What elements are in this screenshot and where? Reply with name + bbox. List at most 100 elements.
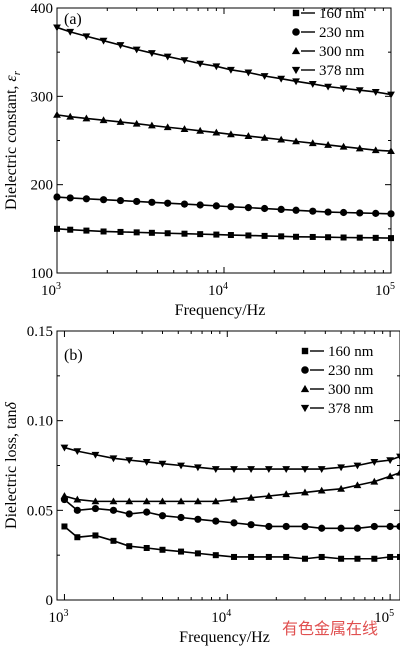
x-tick-label: 104 [211,608,231,626]
legend-marker [292,9,300,17]
legend-entry: 160 nm [292,6,365,22]
y-tick-label: 200 [31,178,54,194]
data-point [387,553,394,560]
legend-marker [291,46,301,55]
data-point [99,116,108,124]
data-point [117,228,124,235]
data-point [197,231,204,238]
x-tick-base: 10 [208,283,223,299]
legend-entry: 230 nm [301,363,374,379]
data-point [213,231,220,238]
data-point [212,202,220,210]
data-point [386,522,394,531]
data-point [109,497,118,505]
data-point [386,472,395,480]
data-point [247,493,255,501]
data-point [66,112,75,120]
data-point [148,229,155,236]
data-point [227,232,234,239]
data-point [396,522,400,531]
data-point [371,146,380,154]
data-point [260,133,269,141]
data-point [163,53,172,61]
legend-label: 300 nm [319,44,365,60]
chart-panel-a: 103 104 105100200300400Frequency/HzDielect… [3,1,395,319]
data-point [227,66,235,74]
data-point [277,75,286,83]
data-point [143,508,151,516]
legend-marker [291,66,301,75]
data-point [227,203,235,211]
series-300-nm [53,110,395,155]
data-point [324,141,332,148]
x-tick-base: 10 [48,610,63,626]
x-tick-label: 105 [375,281,395,299]
data-point [143,544,150,551]
y-tick-label: 0.10 [27,414,53,430]
data-point [264,492,273,499]
data-point [109,506,118,514]
data-point [180,57,189,65]
data-point [147,50,156,57]
data-point [110,537,117,544]
x-tick-label: 103 [48,608,68,626]
legend-marker [301,347,309,355]
data-point [292,78,300,86]
data-point [82,114,91,122]
data-point [125,457,134,465]
data-point [99,196,108,204]
data-point [387,210,395,218]
data-point [180,125,189,132]
legend-entry: 300 nm [291,44,365,60]
series-line [56,228,392,239]
data-point [277,135,286,143]
data-point [116,118,125,125]
data-point [245,232,252,239]
y-axis-label-symbol: δ [3,401,20,409]
data-point [230,519,238,527]
data-point [318,553,325,560]
data-point [212,517,220,525]
data-point [386,457,395,465]
series-378-nm [53,24,395,99]
legend-label: 378 nm [319,63,365,79]
data-point [248,553,255,560]
data-point [158,512,167,520]
data-point [158,497,167,505]
data-point [339,208,348,217]
x-tick-label: 104 [208,281,228,299]
data-point [54,225,60,232]
series-160-nm [54,225,394,242]
x-tick-base: 10 [211,610,226,626]
data-point [212,63,221,71]
legend-entry: 160 nm [301,344,374,360]
data-point [293,233,300,240]
x-tick-base: 10 [374,610,389,626]
legend-marker [300,384,310,393]
data-point [212,552,219,559]
data-point [338,555,345,562]
data-point [340,234,347,241]
data-point [194,550,201,557]
data-point [244,132,253,140]
data-point [355,87,364,95]
data-point [396,453,400,461]
series-line [64,471,400,503]
data-point [247,521,255,529]
data-point [133,197,141,206]
y-tick-label: 100 [31,266,54,282]
x-tick-exponent: 4 [226,608,231,619]
data-point [309,233,316,240]
data-point [244,204,253,212]
data-point [211,497,220,505]
data-point [325,234,332,241]
y-axis-label-symbol: ε [3,75,20,82]
data-point [125,510,133,518]
data-point [355,144,364,152]
x-tick-exponent: 5 [389,608,394,619]
data-point [100,228,107,235]
data-point [261,232,268,239]
data-point [353,524,362,532]
data-point [292,137,300,145]
